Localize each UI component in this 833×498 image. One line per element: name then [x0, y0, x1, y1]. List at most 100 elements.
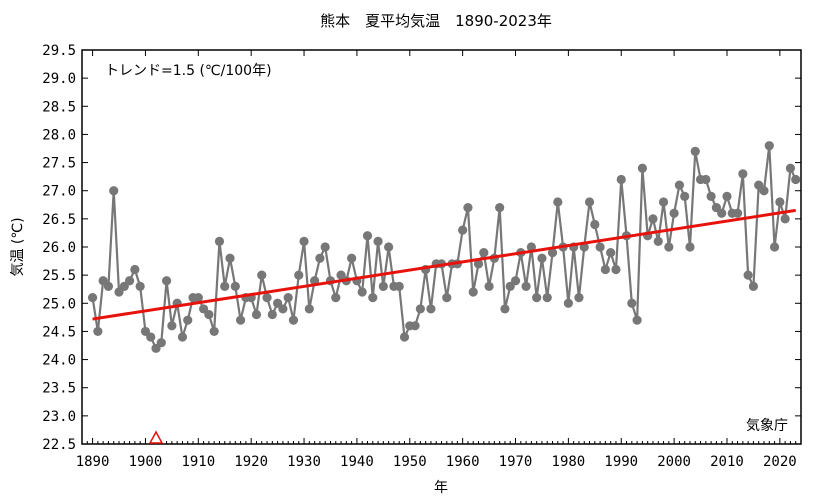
- x-tick-label: 1950: [393, 454, 427, 470]
- y-tick-label: 25.5: [42, 268, 76, 284]
- data-point: [674, 180, 685, 190]
- data-point: [616, 174, 626, 185]
- y-tick-label: 24.5: [42, 324, 76, 340]
- data-point: [347, 253, 357, 263]
- data-point: [500, 304, 510, 314]
- x-axis: 1890 1900 1910 1920 1930 1940 1950 1960 1970 1980…: [76, 50, 797, 470]
- data-point: [103, 281, 114, 291]
- data-point: [214, 236, 225, 246]
- data-point: [479, 248, 489, 258]
- data-point: [785, 163, 796, 173]
- y-tick-label: 28.5: [42, 99, 76, 115]
- x-tick-label: 1910: [181, 454, 215, 470]
- data-point: [553, 197, 563, 207]
- data-point: [304, 304, 314, 314]
- x-tick-label: 1890: [76, 454, 110, 470]
- data-point: [410, 321, 420, 331]
- data-point: [399, 332, 410, 342]
- x-tick-label: 2010: [710, 454, 744, 470]
- data-point: [780, 214, 790, 224]
- data-point: [521, 281, 531, 291]
- data-point: [574, 293, 584, 303]
- data-point: [463, 203, 473, 213]
- x-tick-label: 1900: [129, 454, 163, 470]
- data-point: [442, 293, 452, 303]
- data-point: [658, 197, 669, 207]
- data-point: [584, 197, 595, 207]
- data-point: [542, 293, 552, 303]
- data-point: [384, 242, 394, 252]
- data-point: [738, 169, 748, 179]
- x-tick-label: 1960: [446, 454, 480, 470]
- data-point: [637, 163, 647, 173]
- data-point: [315, 253, 325, 263]
- data-point: [220, 281, 230, 291]
- y-tick-label: 26.5: [42, 212, 76, 228]
- data-point: [495, 203, 505, 213]
- x-tick-label: 1920: [234, 454, 268, 470]
- x-tick-label: 1930: [287, 454, 321, 470]
- data-point: [690, 146, 700, 156]
- data-point: [394, 281, 404, 291]
- data-point: [415, 304, 425, 314]
- y-tick-label: 27.0: [42, 184, 76, 200]
- y-tick-label: 24.0: [42, 353, 76, 369]
- x-axis-title: 年: [434, 480, 448, 496]
- data-point: [161, 276, 172, 286]
- data-point: [722, 191, 732, 201]
- data-point: [680, 191, 690, 201]
- data-point: [510, 276, 521, 286]
- marker-layer: [148, 430, 164, 444]
- trend-line: [92, 208, 796, 321]
- data-point: [288, 315, 299, 325]
- trend-layer: [92, 208, 796, 321]
- data-point: [251, 309, 262, 320]
- data-point: [299, 236, 309, 246]
- data-point: [611, 264, 621, 275]
- data-point: [283, 293, 293, 303]
- data-point: [717, 208, 727, 218]
- data-point: [193, 293, 203, 303]
- x-tick-label: 2020: [763, 454, 797, 470]
- data-point: [124, 276, 135, 286]
- y-tick-label: 23.5: [42, 381, 76, 397]
- data-point: [278, 304, 288, 314]
- data-point: [156, 338, 166, 348]
- data-point: [600, 264, 610, 275]
- data-point: [473, 259, 484, 269]
- data-point: [294, 270, 304, 280]
- data-point: [267, 309, 277, 320]
- data-point: [93, 326, 103, 337]
- data-point: [669, 208, 679, 218]
- data-point: [225, 253, 235, 263]
- x-tick-label: 1990: [604, 454, 638, 470]
- x-tick-label: 1980: [552, 454, 586, 470]
- data-point: [595, 242, 605, 252]
- y-tick-label: 29.0: [42, 71, 76, 87]
- data-point: [183, 315, 193, 325]
- data-point: [468, 287, 478, 297]
- data-point: [590, 219, 600, 230]
- data-point: [362, 231, 373, 241]
- data-point: [748, 281, 759, 291]
- y-tick-label: 28.0: [42, 127, 76, 143]
- y-tick-label: 27.5: [42, 156, 76, 172]
- y-tick-label: 29.5: [42, 43, 76, 59]
- x-tick-label: 1970: [499, 454, 533, 470]
- data-point: [547, 248, 558, 258]
- data-point: [664, 242, 674, 252]
- data-point: [87, 293, 98, 303]
- series-layer: [87, 141, 801, 353]
- data-point: [331, 293, 341, 303]
- data-point: [373, 236, 383, 246]
- data-point: [563, 298, 573, 308]
- data-point: [130, 264, 140, 275]
- y-tick-label: 22.5: [42, 437, 76, 453]
- y-axis: 22.5 23.0 23.5 24.0 24.5 25.0 25.5 26.0 26.5 27.0…: [42, 43, 801, 453]
- y-tick-label: 23.0: [42, 409, 76, 425]
- data-point: [632, 315, 642, 325]
- data-point: [209, 326, 219, 337]
- data-point: [759, 186, 769, 196]
- data-point: [685, 242, 695, 252]
